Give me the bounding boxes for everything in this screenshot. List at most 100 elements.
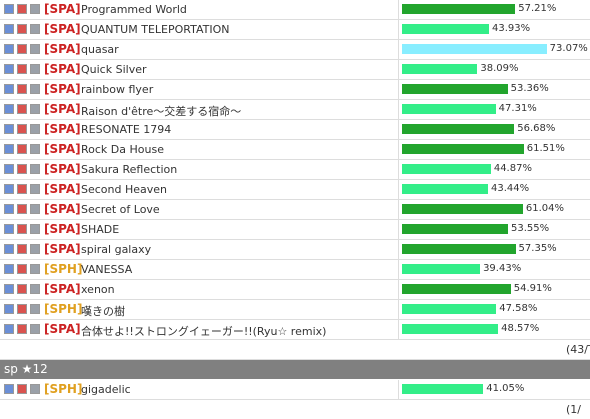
song-title[interactable]: QUANTUM TELEPORTATION [81,23,230,36]
group-header: sp ★12 [0,360,590,379]
song-title[interactable]: 嘆きの樹 [81,305,125,318]
link-icon[interactable] [30,84,40,94]
down-icon-red[interactable] [17,264,27,274]
down-icon-red[interactable] [17,184,27,194]
down-icon[interactable] [4,304,14,314]
song-title[interactable]: Raison d'être～交差する宿命～ [81,105,242,118]
link-icon[interactable] [30,184,40,194]
down-icon[interactable] [4,4,14,14]
down-icon[interactable] [4,64,14,74]
song-cell: [SPA] Second Heaven [0,180,399,199]
down-icon[interactable] [4,324,14,334]
down-icon[interactable] [4,104,14,114]
song-title[interactable]: rainbow flyer [81,83,154,96]
difficulty-tag: [SPA] [44,202,81,216]
down-icon[interactable] [4,144,14,154]
down-icon-red[interactable] [17,244,27,254]
down-icon-red[interactable] [17,384,27,394]
difficulty-tag: [SPA] [44,162,81,176]
down-icon[interactable] [4,224,14,234]
song-title[interactable]: gigadelic [81,383,131,396]
down-icon[interactable] [4,124,14,134]
down-icon-red[interactable] [17,24,27,34]
song-cell: [SPA] quasar [0,40,399,59]
song-cell: [SPA] rainbow flyer [0,80,399,99]
song-title[interactable]: Secret of Love [81,203,160,216]
down-icon-red[interactable] [17,224,27,234]
song-cell: [SPA] spiral galaxy [0,240,399,259]
song-title[interactable]: SHADE [81,223,120,236]
song-cell: [SPH] VANESSA [0,260,399,279]
link-icon[interactable] [30,104,40,114]
down-icon-red[interactable] [17,304,27,314]
song-title[interactable]: 合体せよ!!ストロングイェーガー!!(Ryu☆ remix) [81,325,327,338]
down-icon-red[interactable] [17,4,27,14]
down-icon-red[interactable] [17,44,27,54]
link-icon[interactable] [30,124,40,134]
count-label: (1/ [566,403,581,416]
down-icon[interactable] [4,84,14,94]
link-icon[interactable] [30,164,40,174]
difficulty-tag: [SPA] [44,282,81,296]
song-cell: [SPH] 嘆きの樹 [0,300,399,319]
down-icon-red[interactable] [17,124,27,134]
song-row: [SPA] Quick Silver 38.09% [0,60,590,80]
rate-label: 43.44% [491,183,530,194]
down-icon[interactable] [4,164,14,174]
link-icon[interactable] [30,144,40,154]
down-icon[interactable] [4,44,14,54]
rate-bar [402,24,489,34]
link-icon[interactable] [30,204,40,214]
down-icon[interactable] [4,384,14,394]
song-cell: [SPA] QUANTUM TELEPORTATION [0,20,399,39]
song-title[interactable]: Second Heaven [81,183,168,196]
down-icon[interactable] [4,244,14,254]
link-icon[interactable] [30,244,40,254]
link-icon[interactable] [30,264,40,274]
link-icon[interactable] [30,24,40,34]
link-icon[interactable] [30,44,40,54]
difficulty-tag: [SPA] [44,2,81,16]
link-icon[interactable] [30,384,40,394]
song-title[interactable]: xenon [81,283,115,296]
song-title[interactable]: quasar [81,43,119,56]
down-icon[interactable] [4,284,14,294]
down-icon-red[interactable] [17,284,27,294]
song-cell: [SPA] Programmed World [0,0,399,19]
song-row: [SPA] Rock Da House 61.51% [0,140,590,160]
song-title[interactable]: Sakura Reflection [81,163,178,176]
down-icon-red[interactable] [17,144,27,154]
song-title[interactable]: Rock Da House [81,143,164,156]
down-icon-red[interactable] [17,84,27,94]
rate-bar [402,144,524,154]
down-icon[interactable] [4,204,14,214]
link-icon[interactable] [30,284,40,294]
difficulty-tag: [SPA] [44,22,81,36]
link-icon[interactable] [30,4,40,14]
difficulty-tag: [SPA] [44,222,81,236]
rate-bar [402,304,497,314]
link-icon[interactable] [30,304,40,314]
down-icon-red[interactable] [17,204,27,214]
down-icon-red[interactable] [17,324,27,334]
link-icon[interactable] [30,64,40,74]
down-icon-red[interactable] [17,164,27,174]
down-icon-red[interactable] [17,64,27,74]
rate-label: 38.09% [480,63,519,74]
link-icon[interactable] [30,224,40,234]
down-icon[interactable] [4,24,14,34]
down-icon[interactable] [4,184,14,194]
song-title[interactable]: Quick Silver [81,63,147,76]
link-icon[interactable] [30,324,40,334]
down-icon-red[interactable] [17,104,27,114]
song-title[interactable]: spiral galaxy [81,243,152,256]
song-title[interactable]: VANESSA [81,263,133,276]
group-footer: (1/ [0,400,590,419]
down-icon[interactable] [4,264,14,274]
rate-bar [402,104,496,114]
song-title[interactable]: RESONATE 1794 [81,123,172,136]
song-row: [SPA] RESONATE 1794 56.68% [0,120,590,140]
song-row: [SPA] SHADE 53.55% [0,220,590,240]
rate-bar [402,164,491,174]
song-title[interactable]: Programmed World [81,3,187,16]
